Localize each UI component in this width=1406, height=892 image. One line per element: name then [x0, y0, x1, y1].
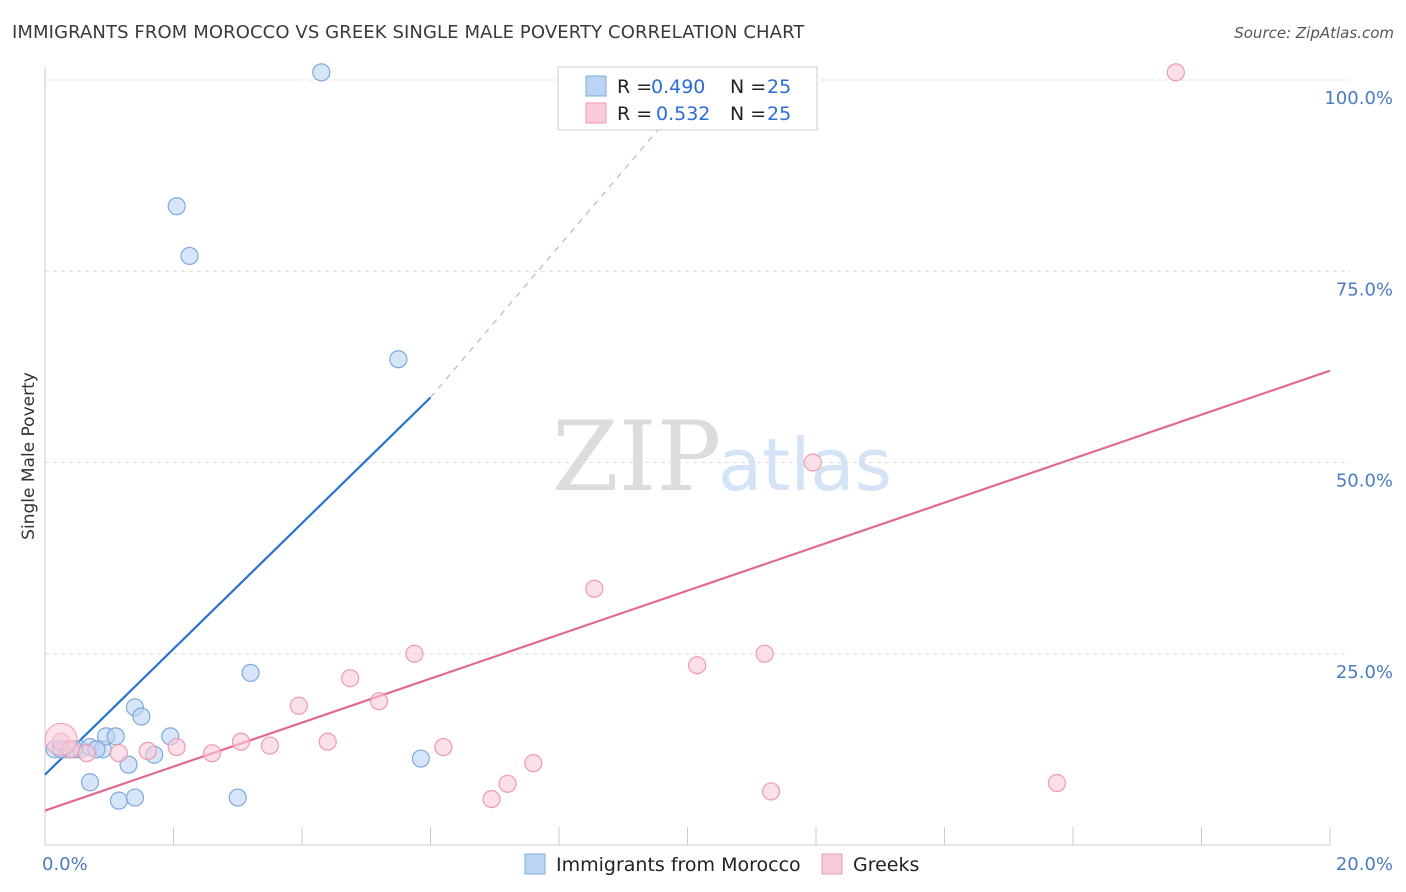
point-pink-20 [761, 782, 781, 801]
legend-n-value-blue: 25 [767, 76, 791, 98]
point-cluster-pink [44, 722, 78, 756]
bottom-legend-swatch-blue [524, 853, 546, 875]
point-blue-16 [241, 663, 260, 682]
point-blue-17 [411, 749, 430, 768]
legend-swatch-pink [585, 102, 607, 124]
point-pink-5 [202, 744, 222, 763]
series-legend: Immigrants from Morocco Greeks [524, 853, 919, 876]
legend-swatch-blue [585, 75, 607, 97]
y-tick-label-3: 25.0% [1336, 662, 1393, 683]
point-pink-23 [1166, 63, 1185, 82]
grid [45, 79, 1350, 655]
axes [44, 67, 1331, 846]
trend-lines [44, 71, 1331, 812]
trend-line-pink [44, 369, 1331, 812]
y-axis-label: Single Male Poverty [19, 372, 39, 540]
legend-r-value-pink: 0.532 [656, 103, 710, 125]
point-pink-17 [585, 579, 604, 598]
point-pink-22 [1047, 773, 1067, 793]
point-pink-21 [803, 453, 822, 472]
y-tick-label-0: 100.0% [1324, 88, 1393, 109]
data-points [44, 63, 1185, 810]
legend-r-label-blue: R = [617, 76, 652, 98]
point-pink-7 [260, 736, 279, 755]
legend-n-label-pink: N = [730, 103, 766, 125]
point-pink-12 [405, 644, 424, 663]
point-blue-6 [109, 791, 128, 810]
point-blue-20 [312, 63, 331, 82]
watermark-zip: ZIP [552, 401, 721, 513]
point-blue-13 [132, 707, 151, 726]
point-pink-11 [370, 692, 389, 711]
correlation-legend: R = 0.490 N = 25 R = 0.532 N = 25 [557, 66, 818, 131]
chart-source: Source: ZipAtlas.com [1234, 24, 1394, 42]
y-tick-label-1: 75.0% [1336, 279, 1393, 300]
point-blue-7 [125, 788, 145, 807]
point-blue-5 [80, 773, 100, 792]
point-pink-6 [231, 732, 251, 751]
point-pink-3 [138, 741, 157, 761]
legend-n-value-pink: 25 [767, 103, 791, 125]
trend-line-blue [44, 396, 432, 776]
point-blue-8 [228, 788, 247, 807]
bottom-legend-label-pink: Greeks [853, 854, 919, 876]
point-pink-2 [109, 744, 128, 763]
x-tick-label-0: 0.0% [42, 854, 88, 875]
point-blue-18 [167, 197, 186, 216]
y-tick-label-2: 50.0% [1336, 471, 1393, 492]
point-pink-15 [498, 774, 517, 793]
point-blue-19 [180, 246, 199, 266]
point-pink-10 [341, 669, 360, 688]
legend-r-value-blue: 0.490 [651, 76, 705, 98]
chart-title: IMMIGRANTS FROM MOROCCO VS GREEK SINGLE … [12, 22, 805, 43]
x-tick-label-1: 20.0% [1336, 854, 1393, 875]
point-pink-19 [755, 644, 774, 663]
watermark: ZIP atlas [552, 401, 892, 513]
y-tick-labels: 100.0% 75.0% 50.0% 25.0% [1324, 88, 1393, 683]
point-blue-11 [106, 727, 125, 746]
legend-n-label-blue: N = [730, 76, 766, 98]
point-pink-18 [688, 656, 707, 675]
point-pink-4 [167, 737, 186, 757]
bottom-legend-label-blue: Immigrants from Morocco [556, 854, 801, 876]
point-pink-1 [77, 744, 96, 763]
point-pink-16 [524, 754, 543, 773]
point-pink-14 [482, 789, 501, 809]
point-pink-8 [289, 696, 308, 715]
x-tick-labels: 0.0% 20.0% [42, 854, 1393, 875]
point-blue-21 [389, 350, 408, 369]
legend-r-label-pink: R = [617, 103, 652, 125]
bottom-legend-swatch-pink [821, 853, 843, 875]
point-pink-9 [318, 732, 337, 751]
point-pink-13 [434, 737, 453, 757]
